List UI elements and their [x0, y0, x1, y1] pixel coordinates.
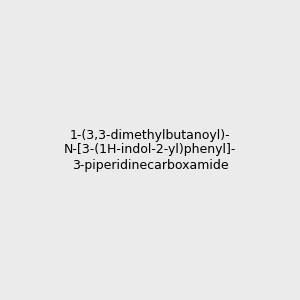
- Text: 1-(3,3-dimethylbutanoyl)-
N-[3-(1H-indol-2-yl)phenyl]-
3-piperidinecarboxamide: 1-(3,3-dimethylbutanoyl)- N-[3-(1H-indol…: [64, 128, 236, 172]
